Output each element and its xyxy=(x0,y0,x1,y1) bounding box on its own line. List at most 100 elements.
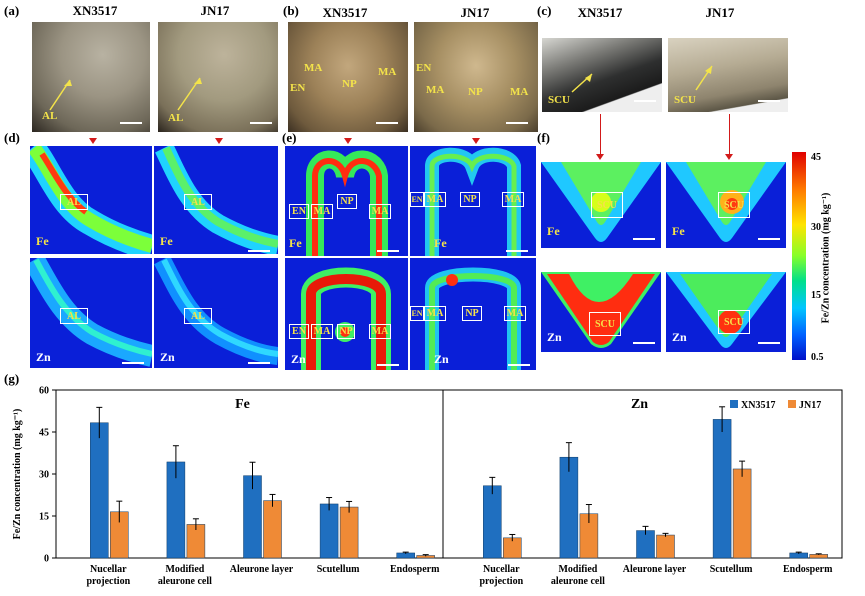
panel-a-xn3517-photo: AL xyxy=(32,22,150,132)
category-label: Modified xyxy=(165,564,204,575)
red-arrow-icon xyxy=(344,138,352,144)
scale-bar xyxy=(633,342,655,344)
panel-f-fe-jn17-map: SCU Fe xyxy=(666,162,786,248)
scale-bar xyxy=(120,122,142,124)
panel-b-right-ma1-label: MA xyxy=(426,84,445,96)
bar-chart: 0 15 30 45 60 Fe/Zn concentration (mg kg⁻¹) Fe… xyxy=(12,386,843,587)
category-label: aleurone cell xyxy=(551,576,605,587)
scale-bar xyxy=(506,250,528,252)
panel-d-zn-xn3517-map: AL Zn xyxy=(30,258,152,368)
panel-c-letter: (c) xyxy=(537,3,552,18)
panel-e-fe-right-ma2-box: MA xyxy=(502,192,524,207)
y-axis-label: Fe/Zn concentration (mg kg⁻¹) xyxy=(12,409,23,540)
bar xyxy=(90,422,109,559)
panel-c-right-scu-label: SCU xyxy=(674,94,697,106)
panel-d-zn-left-element: Zn xyxy=(36,350,51,364)
panel-d-fe-left-al-box: AL xyxy=(60,194,88,210)
panel-f-zn-right-scu-box: SCU xyxy=(718,310,750,334)
panel-e-zn-right-en-box: EN xyxy=(410,306,424,321)
panel-f-zn-left-element: Zn xyxy=(547,330,562,344)
panel-f-fe-right-scu-box: SCU xyxy=(718,192,750,218)
panel-f-zn-right-element: Zn xyxy=(672,330,687,344)
bar xyxy=(732,468,752,559)
panel-d-fe-xn3517-map: AL Fe xyxy=(30,146,152,254)
panel-c-right-title: JN17 xyxy=(705,5,735,20)
scale-bar xyxy=(634,100,656,102)
colorbar-title: Fe/Zn concentration (mg kg⁻¹) xyxy=(820,192,832,324)
colorbar-tick: 0.5 xyxy=(811,352,824,363)
panel-f-fe-xn3517-map: SCU Fe xyxy=(541,162,661,248)
panel-e-zn-xn3517-map: EN MA NP MA Zn xyxy=(285,258,408,370)
red-arrow-icon xyxy=(472,138,480,144)
category-label: aleurone cell xyxy=(158,576,212,587)
scale-bar xyxy=(633,238,655,240)
panel-e-fe-left-ma1-box: MA xyxy=(311,204,333,219)
group-title: Zn xyxy=(631,397,648,412)
panel-g-letter: (g) xyxy=(4,371,20,386)
y-tick-label: 0 xyxy=(44,554,49,565)
panel-d-fe-right-element: Fe xyxy=(160,234,173,248)
panel-a-jn17-photo: AL xyxy=(158,22,278,132)
panel-e-zn-right-element: Zn xyxy=(434,352,449,366)
red-connector-line xyxy=(600,114,601,156)
category-label: projection xyxy=(479,576,523,587)
panel-e-zn-jn17-map: EN MA NP MA Zn xyxy=(410,258,536,370)
bar xyxy=(712,419,732,559)
scale-bar xyxy=(377,250,399,252)
panel-e-fe-xn3517-map: EN MA NP MA Fe xyxy=(285,146,408,256)
category-label: Scutellum xyxy=(710,564,753,575)
panel-d-fe-left-element: Fe xyxy=(36,234,49,248)
panel-d-letter: (d) xyxy=(4,130,20,145)
panel-f-zn-left-scu-box: SCU xyxy=(589,312,621,336)
y-tick-label: 30 xyxy=(39,470,49,481)
panel-b-right-np-label: NP xyxy=(468,86,483,98)
panel-b-letter: (b) xyxy=(283,3,299,18)
panel-b-jn17-photo: EN MA NP MA xyxy=(414,22,538,132)
category-label: Nucellar xyxy=(483,564,520,575)
panel-f-fe-right-element: Fe xyxy=(672,224,685,238)
panel-b-left-np-label: NP xyxy=(342,78,357,90)
red-arrow-icon xyxy=(215,138,223,144)
scale-bar xyxy=(508,364,530,366)
scale-bar xyxy=(248,362,270,364)
panel-e-fe-left-np-box: NP xyxy=(337,194,357,209)
panel-c-left-scu-label: SCU xyxy=(548,94,571,106)
panel-c-xn3517-photo: SCU xyxy=(542,38,662,112)
bar xyxy=(263,500,282,559)
legend-label: JN17 xyxy=(799,400,821,411)
colorbar xyxy=(792,152,806,360)
panel-e-zn-right-np-box: NP xyxy=(462,306,482,321)
panel-b-left-en-label: EN xyxy=(290,82,306,94)
category-label: Modified xyxy=(558,564,597,575)
category-label: Scutellum xyxy=(317,564,360,575)
scale-bar xyxy=(122,362,144,364)
scale-bar xyxy=(376,122,398,124)
bar xyxy=(656,534,675,559)
panel-a-right-title: JN17 xyxy=(200,3,230,18)
panel-e-fe-left-ma2-box: MA xyxy=(369,204,391,219)
y-tick-label: 60 xyxy=(39,386,49,397)
panel-b-right-title: JN17 xyxy=(460,5,490,20)
panel-e-zn-left-en-box: EN xyxy=(289,324,309,339)
bar xyxy=(559,456,579,559)
panel-d-zn-right-element: Zn xyxy=(160,350,175,364)
red-arrow-icon xyxy=(725,154,733,160)
scale-bar xyxy=(248,250,270,252)
scale-bar xyxy=(758,100,780,102)
panel-a-right-al-label: AL xyxy=(168,112,184,124)
scale-bar xyxy=(758,342,780,344)
bar xyxy=(339,506,359,559)
bar xyxy=(483,485,502,559)
panel-a-letter: (a) xyxy=(4,3,20,18)
panel-e-zn-left-element: Zn xyxy=(291,352,306,366)
legend-swatch xyxy=(730,400,738,408)
panel-e-zn-left-np-box: NP xyxy=(337,324,355,339)
panel-e-fe-right-en-box: EN xyxy=(410,192,424,207)
panel-f-zn-xn3517-map: SCU Zn xyxy=(541,272,661,352)
panel-d-fe-right-al-box: AL xyxy=(184,194,212,210)
panel-f-zn-jn17-map: SCU Zn xyxy=(666,272,786,352)
panel-b-left-title: XN3517 xyxy=(322,5,368,20)
panel-f-fe-left-scu-box: SCU xyxy=(591,192,623,218)
scale-bar xyxy=(377,364,399,366)
red-arrow-icon xyxy=(596,154,604,160)
